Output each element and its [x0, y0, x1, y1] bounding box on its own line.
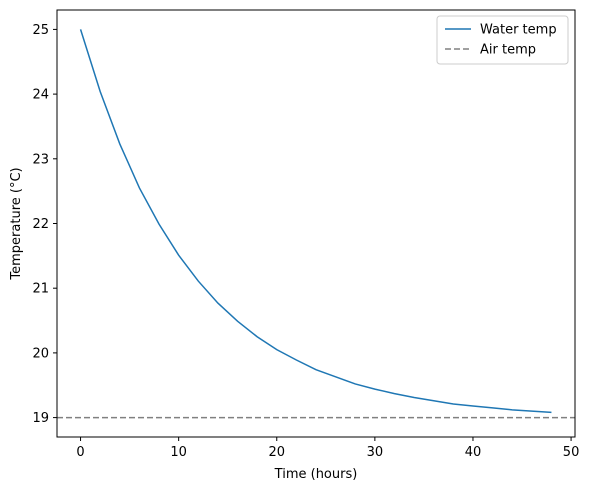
- y-tick-label: 20: [32, 346, 49, 361]
- y-tick-label: 25: [32, 23, 49, 38]
- x-tick-label: 10: [170, 445, 187, 460]
- legend: Water temp Air temp: [436, 15, 569, 65]
- legend-box: [436, 15, 569, 65]
- y-tick-label: 21: [32, 282, 49, 297]
- x-axis-ticks: 0 10 20 30 40 50: [76, 437, 579, 460]
- x-tick-label: 40: [465, 445, 482, 460]
- x-tick-label: 30: [367, 445, 384, 460]
- y-tick-label: 19: [32, 411, 49, 426]
- plot-layer: [57, 29, 575, 419]
- y-axis-ticks: 19 20 21 22 23 24 25: [32, 23, 57, 426]
- x-tick-label: 20: [268, 445, 285, 460]
- y-tick-label: 23: [32, 152, 49, 167]
- legend-label-air-temp: Air temp: [480, 43, 536, 58]
- x-axis-label: Time (hours): [274, 467, 358, 482]
- series-line-water-temp: [79, 29, 552, 414]
- y-tick-label: 22: [32, 217, 49, 232]
- y-tick-label: 24: [32, 88, 49, 103]
- y-axis-label: Temperature (°C): [9, 167, 24, 280]
- legend-label-water-temp: Water temp: [480, 23, 557, 38]
- axes-frame: [56, 9, 576, 438]
- x-tick-label: 50: [563, 445, 580, 460]
- x-tick-label: 0: [76, 445, 84, 460]
